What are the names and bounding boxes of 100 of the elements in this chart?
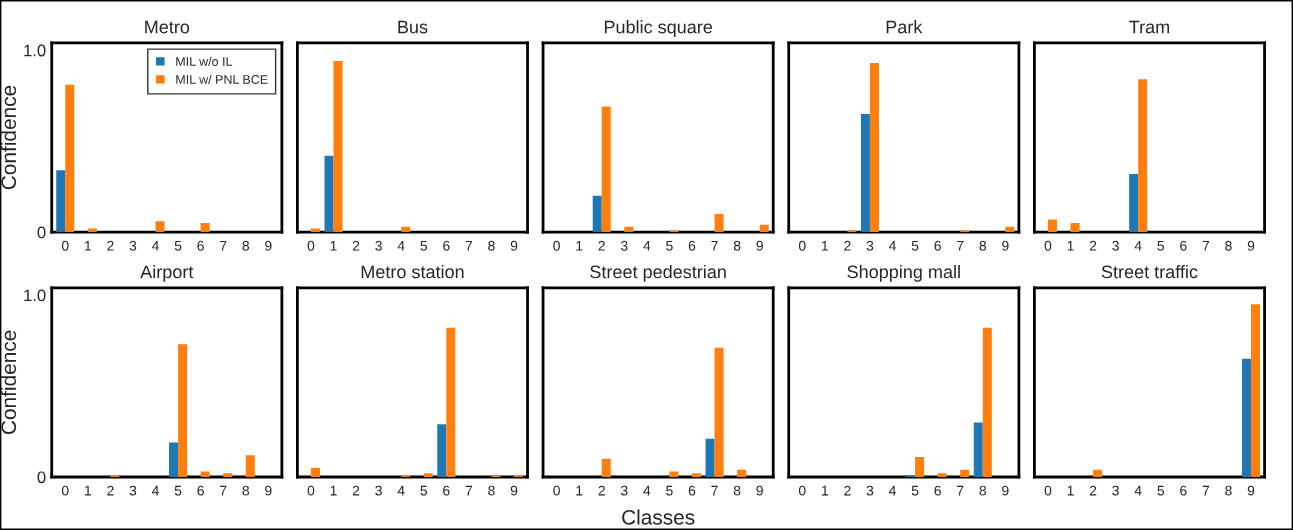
x-tick-label: 4 <box>643 485 651 496</box>
x-tick-label: 7 <box>1202 240 1210 251</box>
x-tick-label: 2 <box>598 485 605 496</box>
bar <box>423 473 433 477</box>
x-tick-label: 0 <box>553 240 560 251</box>
x-tick-label: 7 <box>957 485 964 496</box>
bar <box>973 422 983 477</box>
x-tick-label: 0 <box>61 240 69 251</box>
bar <box>324 155 334 233</box>
x-tick-label: 6 <box>443 485 450 496</box>
bar <box>333 61 343 233</box>
x-tick-label: 3 <box>620 485 628 496</box>
x-tick-label: 1 <box>1067 485 1074 496</box>
x-tick-label: 6 <box>934 240 941 251</box>
x-tick-label: 8 <box>733 485 741 496</box>
bar <box>1070 223 1080 233</box>
bar <box>714 347 724 477</box>
x-tick-label: 0 <box>307 485 315 496</box>
x-tick-label: 5 <box>666 240 673 251</box>
bar <box>310 467 320 477</box>
bar <box>960 469 970 477</box>
x-tick-label: 5 <box>420 240 428 251</box>
x-tick-label: 9 <box>1002 240 1009 251</box>
x-tick-label: 3 <box>620 240 628 251</box>
x-tick-label: 2 <box>844 240 851 251</box>
x-tick-label: 5 <box>1157 240 1165 251</box>
x-tick-label: 5 <box>174 485 182 496</box>
bar <box>401 226 411 233</box>
bar <box>601 106 611 233</box>
x-tick-label: 7 <box>711 240 718 251</box>
bar <box>155 221 165 233</box>
x-tick-label: 5 <box>1157 485 1165 496</box>
x-tick-label: 6 <box>934 485 941 496</box>
x-tick-label: 8 <box>242 240 250 251</box>
x-tick-label: 7 <box>711 485 718 496</box>
x-tick-label: 6 <box>197 240 204 251</box>
bar <box>200 471 210 477</box>
x-tick-label: 2 <box>352 240 360 251</box>
chart-title: Street pedestrian <box>590 264 726 282</box>
bar <box>691 473 702 477</box>
x-tick-label: 7 <box>465 240 473 251</box>
x-tick-label: 6 <box>197 485 204 496</box>
x-tick-label: 7 <box>220 240 227 251</box>
x-tick-label: 2 <box>107 485 114 496</box>
x-tick-label: 4 <box>1134 240 1142 251</box>
chart-title: Park <box>886 20 923 34</box>
bar <box>446 327 456 477</box>
chart-title: Bus <box>398 20 428 34</box>
x-tick-label: 8 <box>979 240 987 251</box>
x-tick-label: 6 <box>1180 240 1187 251</box>
x-tick-label: 8 <box>979 485 987 496</box>
x-tick-label: 4 <box>151 485 159 496</box>
x-tick-label: 4 <box>397 240 405 251</box>
x-tick-label: 3 <box>129 240 137 251</box>
bar <box>705 438 715 477</box>
bar <box>223 473 233 477</box>
chart-title: Metro <box>145 20 190 34</box>
x-tick-label: 2 <box>1089 240 1097 251</box>
chart-title: Street traffic <box>1101 264 1198 279</box>
x-tick-label: 5 <box>174 240 182 251</box>
x-tick-label: 9 <box>756 240 763 251</box>
x-tick-label: 3 <box>1112 240 1119 251</box>
chart-title: Tram <box>1129 20 1170 34</box>
chart-title: Airport <box>140 264 194 282</box>
y-tick-label: 0 <box>37 226 46 239</box>
x-tick-label: 5 <box>911 485 919 496</box>
x-tick-label: 3 <box>375 240 382 251</box>
x-tick-label: 8 <box>242 485 250 496</box>
x-tick-label: 4 <box>888 485 896 496</box>
x-tick-label: 3 <box>1112 485 1119 496</box>
x-tick-label: 9 <box>1247 485 1255 496</box>
x-tick-label: 8 <box>1225 485 1232 496</box>
legend-label: MIL w/o IL <box>176 56 233 66</box>
chart-title: Shopping mall <box>847 264 960 282</box>
y-tick-label: 1.0 <box>24 44 46 57</box>
x-tick-label: 9 <box>265 240 272 251</box>
bar <box>860 113 870 233</box>
x-tick-label: 1 <box>330 240 337 251</box>
x-tick-label: 3 <box>866 485 874 496</box>
x-axis-title: Classes <box>622 509 695 525</box>
bar <box>1138 79 1148 233</box>
x-tick-label: 1 <box>576 485 583 496</box>
y-axis-title: Confidence <box>0 330 17 435</box>
x-tick-label: 2 <box>1089 485 1097 496</box>
x-tick-label: 6 <box>1180 485 1187 496</box>
bar <box>1047 219 1057 233</box>
x-tick-label: 3 <box>129 485 137 496</box>
bar <box>178 344 188 477</box>
x-tick-label: 0 <box>307 240 315 251</box>
bar <box>937 473 947 477</box>
bar <box>56 170 66 233</box>
x-tick-label: 7 <box>465 485 473 496</box>
x-tick-label: 2 <box>107 240 114 251</box>
bar <box>1129 173 1139 233</box>
x-tick-label: 1 <box>85 485 92 496</box>
x-tick-label: 9 <box>1247 240 1255 251</box>
bar <box>759 224 769 233</box>
chart-title: Metro station <box>361 264 464 279</box>
x-tick-label: 0 <box>1044 240 1052 251</box>
x-tick-label: 2 <box>598 240 605 251</box>
